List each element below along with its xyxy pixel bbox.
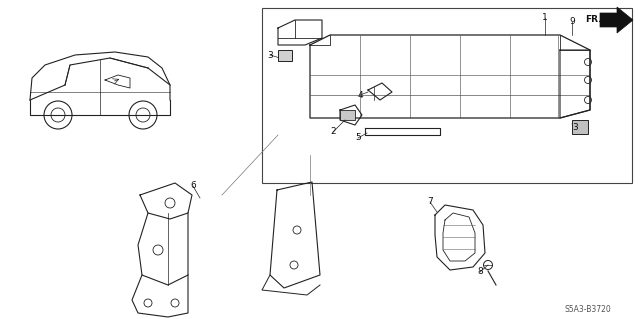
- Text: 3: 3: [267, 50, 273, 60]
- Text: S5A3-B3720: S5A3-B3720: [564, 306, 611, 315]
- Circle shape: [584, 97, 591, 103]
- Polygon shape: [600, 7, 633, 33]
- Text: 2: 2: [330, 128, 336, 137]
- Circle shape: [165, 198, 175, 208]
- Text: 9: 9: [569, 18, 575, 26]
- Circle shape: [51, 108, 65, 122]
- Circle shape: [144, 299, 152, 307]
- Circle shape: [290, 261, 298, 269]
- Bar: [262, 8, 632, 183]
- Text: 5: 5: [355, 133, 361, 143]
- Circle shape: [483, 261, 493, 270]
- Circle shape: [584, 58, 591, 65]
- Bar: [278, 50, 292, 61]
- Text: 4: 4: [357, 91, 363, 100]
- Text: 7: 7: [427, 197, 433, 206]
- Text: 1: 1: [542, 13, 548, 23]
- Bar: [340, 110, 355, 120]
- Circle shape: [153, 245, 163, 255]
- Circle shape: [293, 226, 301, 234]
- Text: 8: 8: [477, 268, 483, 277]
- Circle shape: [129, 101, 157, 129]
- Bar: [572, 120, 588, 134]
- Circle shape: [136, 108, 150, 122]
- Text: 6: 6: [190, 182, 196, 190]
- Circle shape: [44, 101, 72, 129]
- Circle shape: [171, 299, 179, 307]
- Text: FR.: FR.: [585, 16, 601, 25]
- Text: 3: 3: [572, 123, 578, 132]
- Circle shape: [584, 77, 591, 84]
